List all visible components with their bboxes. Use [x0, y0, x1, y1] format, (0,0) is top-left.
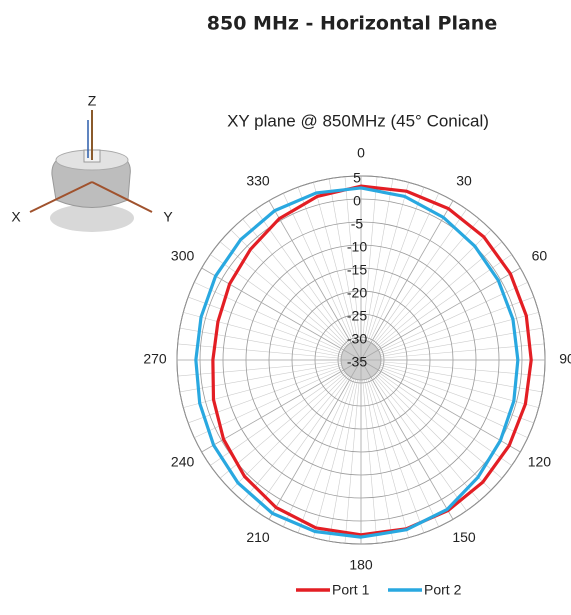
r-tick-label: -25: [347, 308, 367, 324]
r-tick-label: -10: [347, 239, 367, 255]
theta-tick-label: 150: [452, 529, 476, 545]
theta-tick-label: 180: [349, 557, 373, 573]
theta-tick-label: 270: [143, 351, 167, 367]
legend-label: Port 1: [332, 582, 370, 598]
antenna-base: [50, 204, 134, 232]
r-tick-label: -15: [347, 262, 367, 278]
axis-label: X: [11, 209, 21, 225]
r-tick-label: -5: [351, 216, 364, 232]
theta-tick-label: 0: [357, 145, 365, 161]
axis-label: Y: [163, 209, 173, 225]
r-tick-label: 0: [353, 193, 361, 209]
theta-tick-label: 240: [171, 454, 195, 470]
theta-tick-label: 330: [246, 172, 270, 188]
page: 850 MHz - Horizontal Plane Z X Y XY plan…: [0, 0, 571, 610]
r-tick-label: 5: [353, 170, 361, 186]
theta-tick-label: 90: [559, 351, 571, 367]
r-tick-label: -35: [347, 354, 367, 370]
theta-tick-label: 60: [532, 248, 548, 264]
page-title: 850 MHz - Horizontal Plane: [207, 13, 497, 35]
legend-label: Port 2: [424, 582, 462, 598]
r-tick-label: -20: [347, 285, 367, 301]
theta-tick-label: 120: [528, 454, 552, 470]
theta-tick-label: 210: [246, 529, 270, 545]
theta-tick-label: 300: [171, 248, 195, 264]
antenna-figure: Z X Y: [11, 93, 173, 232]
chart-title: XY plane @ 850MHz (45° Conical): [227, 111, 489, 130]
axis-label: Z: [88, 93, 97, 109]
r-tick-label: -30: [347, 331, 367, 347]
theta-tick-label: 30: [456, 172, 472, 188]
